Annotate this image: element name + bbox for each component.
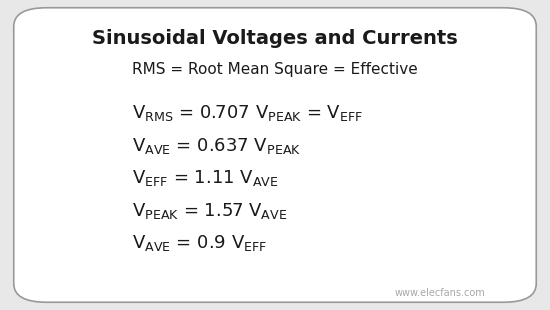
FancyBboxPatch shape [14, 8, 536, 302]
Text: $\mathregular{V}_{\mathregular{RMS}}$ = 0.707 $\mathregular{V}_{\mathregular{PEA: $\mathregular{V}_{\mathregular{RMS}}$ = … [132, 103, 363, 123]
Text: $\mathregular{V}_{\mathregular{AVE}}$ = 0.9 $\mathregular{V}_{\mathregular{EFF}}: $\mathregular{V}_{\mathregular{AVE}}$ = … [132, 233, 267, 253]
Text: $\mathregular{V}_{\mathregular{AVE}}$ = 0.637 $\mathregular{V}_{\mathregular{PEA: $\mathregular{V}_{\mathregular{AVE}}$ = … [132, 136, 301, 156]
Text: $\mathregular{V}_{\mathregular{EFF}}$ = 1.11 $\mathregular{V}_{\mathregular{AVE}: $\mathregular{V}_{\mathregular{EFF}}$ = … [132, 168, 279, 188]
Text: www.elecfans.com: www.elecfans.com [395, 288, 485, 298]
Text: Sinusoidal Voltages and Currents: Sinusoidal Voltages and Currents [92, 29, 458, 48]
Text: RMS = Root Mean Square = Effective: RMS = Root Mean Square = Effective [132, 62, 418, 77]
Text: $\mathregular{V}_{\mathregular{PEAK}}$ = 1.57 $\mathregular{V}_{\mathregular{AVE: $\mathregular{V}_{\mathregular{PEAK}}$ =… [132, 201, 287, 221]
